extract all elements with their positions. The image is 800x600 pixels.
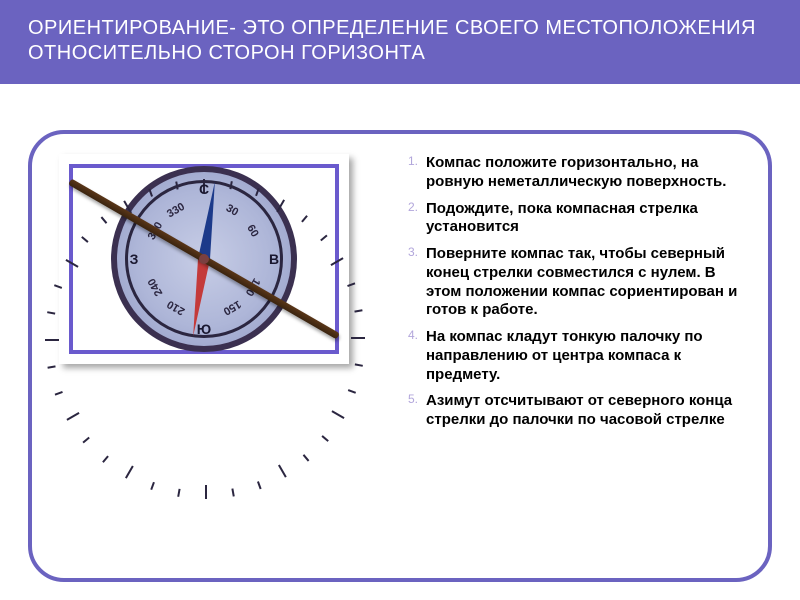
compass-tick — [347, 282, 355, 287]
steps-list: Компас положите горизонтально, на ровную… — [382, 154, 746, 430]
compass-tick — [45, 339, 59, 341]
compass-tick — [355, 363, 363, 366]
cardinal-w: З — [130, 251, 139, 267]
compass-tick — [81, 236, 88, 243]
compass-tick — [354, 309, 362, 312]
compass-tick — [47, 311, 55, 314]
slide: ОРИЕНТИРОВАНИЕ- ЭТО ОПРЕДЕЛЕНИЕ СВОЕГО М… — [0, 0, 800, 600]
list-item: Азимут отсчитывают от северного конца ст… — [382, 392, 746, 430]
compass: 3060120150210240300330СВЮЗ — [111, 166, 297, 352]
list-item: На компас кладут тонкую палочку по напра… — [382, 328, 746, 384]
compass-pivot — [199, 254, 209, 264]
compass-tick — [303, 454, 310, 461]
compass-figure: 3060120150210240300330СВЮЗ — [59, 154, 349, 364]
compass-tick — [65, 259, 78, 268]
figure-column: 3060120150210240300330СВЮЗ — [54, 150, 354, 562]
compass-tick — [278, 464, 287, 477]
compass-tick — [348, 389, 356, 394]
compass-tick — [55, 391, 63, 396]
compass-tick — [351, 337, 365, 339]
compass-tick — [102, 455, 109, 462]
cardinal-s: Ю — [197, 321, 211, 337]
compass-tick — [205, 485, 207, 499]
cardinal-n: С — [199, 181, 209, 197]
content-frame: 3060120150210240300330СВЮЗ Компас положи… — [28, 130, 772, 582]
compass-tick — [321, 435, 328, 442]
cardinal-e: В — [269, 251, 279, 267]
compass-tick — [257, 481, 262, 489]
slide-title: ОРИЕНТИРОВАНИЕ- ЭТО ОПРЕДЕЛЕНИЕ СВОЕГО М… — [0, 0, 800, 84]
compass-tick — [231, 488, 234, 496]
compass-tick — [320, 235, 327, 242]
compass-tick — [125, 465, 134, 478]
compass-tick — [47, 365, 55, 368]
list-item: Подождите, пока компасная стрелка устано… — [382, 200, 746, 238]
compass-tick — [301, 215, 308, 222]
compass-tick — [101, 216, 108, 223]
compass-tick — [66, 412, 79, 421]
compass-tick — [82, 437, 89, 444]
compass-tick — [54, 284, 62, 289]
compass-tick — [330, 257, 343, 266]
compass-tick — [331, 410, 344, 419]
steps-column: Компас положите горизонтально, на ровную… — [382, 150, 746, 562]
list-item: Компас положите горизонтально, на ровную… — [382, 154, 746, 192]
compass-tick — [150, 482, 155, 490]
list-item: Поверните компас так, чтобы северный кон… — [382, 245, 746, 320]
compass-tick — [177, 489, 180, 497]
